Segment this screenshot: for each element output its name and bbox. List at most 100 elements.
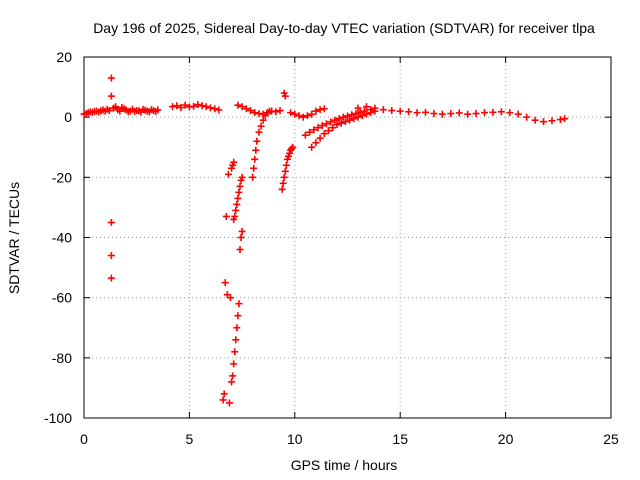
data-point <box>259 116 267 124</box>
data-point <box>233 200 241 208</box>
data-point <box>379 106 387 114</box>
data-point <box>561 115 569 123</box>
data-point <box>257 122 265 130</box>
data-point <box>230 360 238 368</box>
data-point <box>238 227 246 235</box>
data-point <box>237 234 245 241</box>
data-point <box>107 218 115 226</box>
data-point <box>339 113 347 121</box>
data-point <box>236 246 244 254</box>
data-point <box>252 146 260 154</box>
y-tick-label: 0 <box>64 109 72 125</box>
data-point <box>514 110 522 118</box>
data-point <box>308 143 316 151</box>
data-point <box>190 102 198 110</box>
data-point <box>327 118 335 126</box>
data-point <box>206 104 214 112</box>
plot-frame <box>83 56 612 419</box>
data-point <box>354 113 362 121</box>
data-point <box>233 324 241 332</box>
data-point <box>107 274 115 282</box>
data-point <box>341 118 349 126</box>
data-point <box>247 107 255 115</box>
data-point <box>413 109 421 117</box>
data-point <box>289 143 297 151</box>
data-point <box>242 105 250 113</box>
data-point <box>259 110 267 118</box>
data-point <box>281 92 289 100</box>
data-point <box>320 130 328 138</box>
data-point <box>107 252 115 260</box>
data-point <box>356 108 364 116</box>
data-point <box>556 116 564 124</box>
data-point <box>531 116 539 124</box>
y-tick-label: 20 <box>56 49 72 65</box>
data-point <box>352 110 360 118</box>
data-point <box>251 109 259 117</box>
data-point <box>116 107 124 115</box>
data-point <box>350 115 358 123</box>
data-point <box>295 112 303 120</box>
data-point <box>107 92 115 100</box>
x-tick-label: 20 <box>498 431 514 447</box>
data-point <box>282 161 290 169</box>
data-point <box>225 399 233 407</box>
data-point <box>354 104 362 112</box>
data-point <box>312 107 320 115</box>
data-point <box>299 113 307 121</box>
data-point <box>235 300 243 308</box>
data-point <box>506 109 514 117</box>
y-axis-label: SDTVAR / TECUs <box>6 182 22 294</box>
data-point <box>255 128 263 136</box>
data-point <box>169 103 177 111</box>
data-point <box>279 179 287 187</box>
data-point <box>249 173 257 181</box>
data-point <box>346 116 354 124</box>
data-point <box>232 336 240 344</box>
data-point <box>322 120 330 128</box>
data-point <box>154 106 162 114</box>
data-point <box>337 119 345 127</box>
data-point <box>105 107 113 115</box>
data-point <box>316 106 324 114</box>
data-point <box>238 173 246 181</box>
data-point <box>481 109 489 117</box>
data-point <box>472 110 480 118</box>
data-point <box>447 110 455 118</box>
x-tick-label: 5 <box>186 431 194 447</box>
data-point <box>489 108 497 116</box>
data-point <box>430 110 438 118</box>
data-point <box>310 126 318 134</box>
data-point <box>396 107 404 115</box>
data-point <box>211 105 219 113</box>
data-point <box>234 312 242 320</box>
data-point <box>263 109 271 117</box>
data-point <box>107 74 115 82</box>
data-point <box>303 112 311 120</box>
data-point <box>181 101 189 109</box>
data-point <box>232 206 240 214</box>
data-point <box>229 372 237 380</box>
data-point <box>344 112 351 120</box>
data-point <box>421 108 429 116</box>
data-point <box>202 103 210 111</box>
data-point <box>231 348 239 356</box>
x-tick-label: 10 <box>287 431 303 447</box>
grid <box>84 57 611 418</box>
data-point <box>288 145 296 153</box>
data-point <box>276 107 284 115</box>
data-point <box>362 103 370 111</box>
data-point <box>388 107 396 115</box>
data-point <box>314 124 322 132</box>
data-point <box>281 167 289 175</box>
y-tick-label: -40 <box>52 230 72 246</box>
y-tick-label: -20 <box>52 169 72 185</box>
data-point <box>251 155 259 163</box>
data-point <box>348 111 356 119</box>
data-point <box>291 110 299 118</box>
data-point <box>320 105 328 113</box>
data-point <box>253 137 261 145</box>
data-point <box>325 127 333 135</box>
data-point <box>438 110 446 118</box>
